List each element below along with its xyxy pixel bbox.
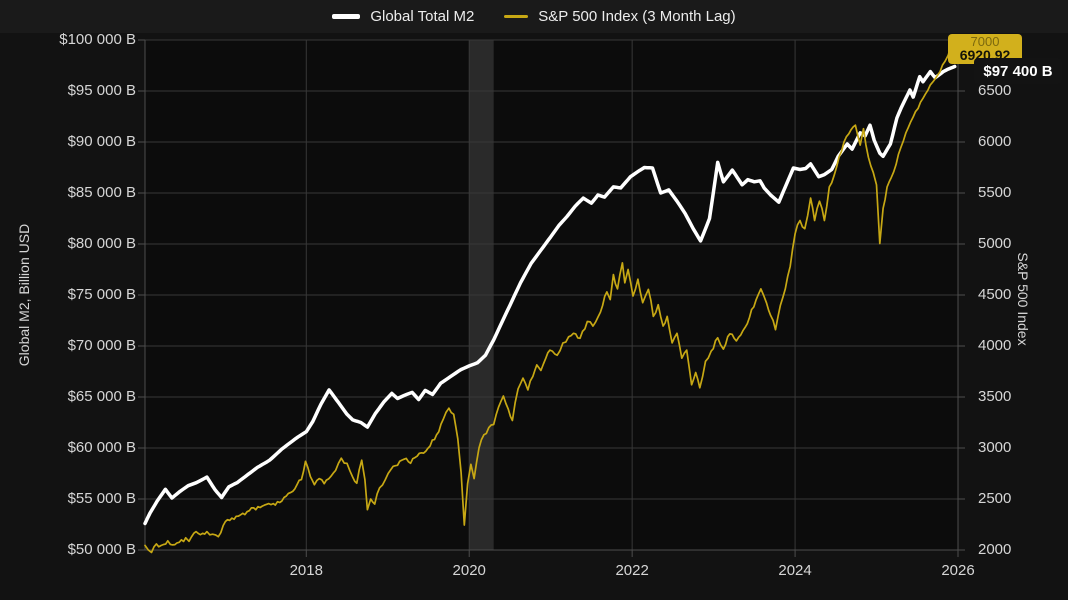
left-axis-tick-label: $85 000 B bbox=[67, 184, 136, 201]
legend-label-global-m2: Global Total M2 bbox=[370, 8, 475, 25]
right-axis-tick-label: 2500 bbox=[978, 490, 1012, 507]
m2-line bbox=[143, 64, 957, 526]
legend-item-global-m2[interactable]: Global Total M2 bbox=[332, 8, 474, 25]
legend-label-sp500: S&P 500 Index (3 Month Lag) bbox=[538, 8, 736, 25]
right-axis-tick-label: 5000 bbox=[978, 235, 1012, 252]
left-axis-tick-label: $100 000 B bbox=[59, 31, 136, 48]
x-axis-tick-label: 2022 bbox=[615, 562, 649, 579]
right-axis-tick-label: 4000 bbox=[978, 337, 1012, 354]
right-axis-tick-label: 6000 bbox=[978, 133, 1012, 150]
x-axis-tick-label: 2018 bbox=[289, 562, 323, 579]
right-axis-tick-label: 6500 bbox=[978, 82, 1012, 99]
m2-line-swatch-icon bbox=[332, 14, 361, 19]
x-axis-tick-label: 2026 bbox=[941, 562, 975, 579]
right-axis-tick-label: 2000 bbox=[978, 541, 1012, 558]
left-axis-tick-label: $75 000 B bbox=[67, 286, 136, 303]
sp500-line-swatch-icon bbox=[504, 15, 529, 18]
left-axis-title: Global M2, Billion USD bbox=[16, 223, 32, 367]
right-axis-title: S&P 500 Index bbox=[1015, 252, 1031, 346]
right-axis-tick-label: 5500 bbox=[978, 184, 1012, 201]
left-axis-tick-label: $95 000 B bbox=[67, 82, 136, 99]
left-axis-tick-label: $70 000 B bbox=[67, 337, 136, 354]
x-axis-tick-label: 2024 bbox=[778, 562, 812, 579]
left-axis-tick-label: $90 000 B bbox=[67, 133, 136, 150]
sp500-line bbox=[144, 43, 956, 554]
m2-last-value-badge: $97 400 B bbox=[974, 58, 1062, 84]
left-axis-tick-label: $60 000 B bbox=[67, 439, 136, 456]
left-axis-tick-label: $65 000 B bbox=[67, 388, 136, 405]
left-axis-tick-label: $80 000 B bbox=[67, 235, 136, 252]
right-axis-tick-label: 3000 bbox=[978, 439, 1012, 456]
right-axis-tick-7000: 7000 bbox=[970, 34, 1000, 49]
left-axis-tick-label: $50 000 B bbox=[67, 541, 136, 558]
left-axis-tick-label: $55 000 B bbox=[67, 490, 136, 507]
legend-item-sp500[interactable]: S&P 500 Index (3 Month Lag) bbox=[504, 8, 736, 25]
chart-legend: Global Total M2 S&P 500 Index (3 Month L… bbox=[0, 0, 1068, 33]
right-axis-tick-label: 3500 bbox=[978, 388, 1012, 405]
x-axis-tick-label: 2020 bbox=[452, 562, 486, 579]
right-axis-tick-label: 4500 bbox=[978, 286, 1012, 303]
m2-last-value-label: $97 400 B bbox=[983, 62, 1053, 80]
